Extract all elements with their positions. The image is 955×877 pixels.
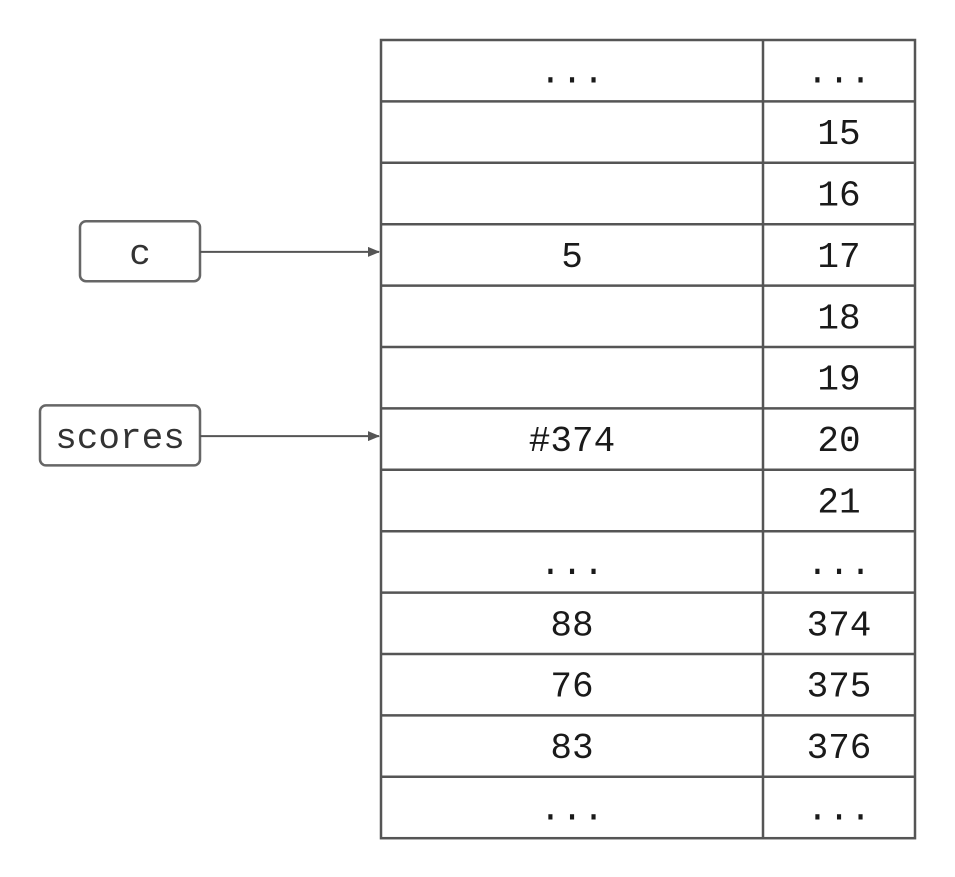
memory-value-cell: ... <box>540 544 605 585</box>
memory-address-cell: 375 <box>807 667 872 708</box>
memory-value-cell: 83 <box>550 728 593 769</box>
memory-address-cell: 16 <box>817 176 860 217</box>
table-border <box>379 38 917 840</box>
memory-address-cell: 374 <box>807 605 872 646</box>
variable-name-label: c <box>129 234 151 275</box>
memory-value-cell: #374 <box>529 421 615 462</box>
memory-value-cell: 76 <box>550 667 593 708</box>
memory-address-cell: 15 <box>817 114 860 155</box>
memory-address-cell: 20 <box>817 421 860 462</box>
variable-boxes: c scores <box>38 219 380 467</box>
memory-value-cell: 5 <box>561 237 583 278</box>
memory-address-cell: 17 <box>817 237 860 278</box>
memory-table: ... ... 15 16 5 17 18 19 #374 20 21... ... 88 374 76 37… <box>379 38 917 840</box>
memory-address-cell: 19 <box>817 360 860 401</box>
memory-address-cell: 18 <box>817 298 860 339</box>
memory-address-cell: ... <box>807 53 872 94</box>
memory-address-cell: ... <box>807 544 872 585</box>
memory-address-cell: ... <box>807 790 872 831</box>
memory-value-cell: 88 <box>550 605 593 646</box>
memory-address-cell: 21 <box>817 483 860 524</box>
variable-name-label: scores <box>55 418 185 459</box>
memory-value-cell: ... <box>540 53 605 94</box>
memory-address-cell: 376 <box>807 728 872 769</box>
memory-value-cell: ... <box>540 790 605 831</box>
